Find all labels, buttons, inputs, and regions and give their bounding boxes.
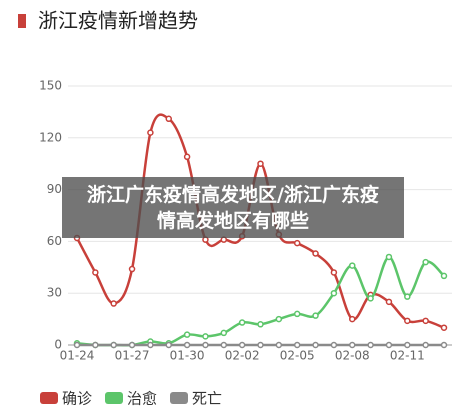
point: [422, 258, 429, 266]
point: [165, 341, 172, 349]
point: [110, 341, 117, 349]
point: [330, 341, 338, 349]
point: [257, 341, 264, 349]
point: [349, 262, 356, 269]
chart-title: 浙江疫情新增趋势: [38, 9, 198, 33]
point: [293, 239, 301, 247]
point: [404, 293, 411, 300]
point: [257, 160, 264, 167]
point: [312, 250, 319, 257]
caption: 浙江广东疫情高发地区/浙江广东疫情高发地区有哪些: [87, 183, 379, 232]
x-tick-label: 02-02: [225, 349, 260, 363]
point: [183, 331, 191, 338]
point: [275, 315, 283, 323]
point: [220, 329, 228, 337]
point: [367, 341, 374, 349]
point: [257, 321, 264, 328]
caption-box: 浙江广东疫情高发地区/浙江广东疫情高发地区有哪些: [62, 177, 404, 238]
y-tick-label: 120: [39, 130, 62, 144]
legend-swatch: [105, 392, 123, 404]
point: [293, 341, 301, 349]
point: [385, 253, 393, 261]
point: [183, 341, 191, 349]
point: [367, 295, 374, 302]
legend-swatch: [170, 392, 188, 404]
point: [330, 289, 338, 297]
point: [128, 341, 136, 349]
y-tick-label: 30: [47, 286, 62, 300]
point: [128, 265, 136, 273]
point: [440, 341, 448, 349]
title-marker: [18, 14, 26, 28]
point: [440, 324, 448, 331]
point: [385, 341, 393, 349]
point: [147, 129, 154, 136]
x-tick-label: 01-30: [170, 349, 205, 363]
point: [404, 317, 411, 325]
point: [385, 298, 393, 306]
point: [293, 310, 301, 318]
legend-swatch: [40, 392, 58, 404]
point: [202, 341, 209, 349]
point: [422, 317, 429, 325]
point: [202, 333, 209, 340]
x-tick-label: 02-11: [390, 349, 425, 363]
point: [165, 115, 172, 123]
point: [312, 312, 319, 319]
legend-label: 死亡: [192, 390, 222, 408]
x-tick-label: 02-08: [335, 349, 370, 363]
legend-label: 治愈: [127, 390, 157, 408]
point: [312, 341, 319, 349]
point: [238, 319, 246, 326]
point: [238, 341, 246, 349]
point: [440, 272, 448, 280]
point: [349, 341, 356, 349]
legend-label: 确诊: [62, 390, 92, 408]
point: [73, 341, 81, 349]
point: [92, 341, 99, 349]
point: [110, 300, 117, 307]
x-tick-label: 01-27: [115, 349, 150, 363]
y-tick-label: 150: [39, 79, 62, 93]
y-tick-label: 90: [47, 182, 62, 196]
point: [92, 269, 99, 276]
point: [275, 341, 283, 349]
x-tick-label: 02-05: [280, 349, 315, 363]
x-tick-label: 01-24: [60, 349, 95, 363]
point: [422, 341, 429, 349]
point: [183, 153, 191, 161]
y-tick-label: 60: [47, 234, 62, 248]
point: [147, 341, 154, 349]
point: [330, 269, 338, 276]
point: [404, 341, 411, 349]
point: [349, 315, 356, 323]
point: [220, 341, 228, 349]
y-tick-label: 0: [54, 338, 62, 352]
